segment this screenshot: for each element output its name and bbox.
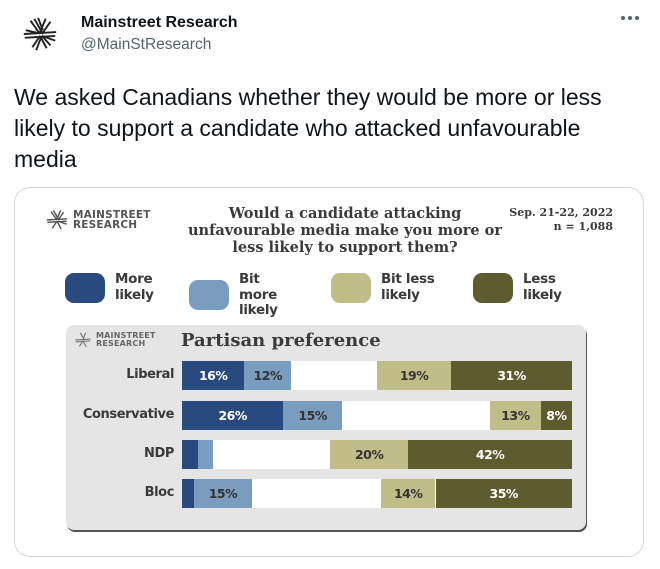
legend-swatch xyxy=(189,280,229,311)
author-name[interactable]: Mainstreet Research xyxy=(81,14,238,31)
chart-date-block: Sep. 21-22, 2022 n = 1,088 xyxy=(509,206,613,234)
legend-item-more-likely: More likely xyxy=(65,271,165,303)
mainstreet-logo-icon xyxy=(75,332,91,348)
avatar[interactable] xyxy=(16,10,64,58)
mainstreet-logo-icon xyxy=(46,210,68,230)
more-options-icon[interactable] xyxy=(621,16,639,20)
seg-more-likely xyxy=(182,440,198,469)
bar-row-bloc: 15% 35% 14% xyxy=(182,479,572,508)
seg-bit-more-likely: 15% xyxy=(193,479,253,508)
seg-bit-more-likely xyxy=(197,440,214,469)
legend-label: Bit more likely xyxy=(239,271,278,318)
legend-swatch xyxy=(331,272,371,303)
legend-item-bit-more-likely: Bit more likely xyxy=(189,271,301,319)
legend-label: More likely xyxy=(115,271,154,303)
seg-less-likely: 31% xyxy=(451,361,572,390)
bar-row-liberal: 16% 12% 31% 19% xyxy=(182,361,572,390)
seg-bit-less-likely: 20% xyxy=(330,440,409,469)
brand-line-2: RESEARCH xyxy=(73,219,138,231)
panel-title: Partisan preference xyxy=(181,330,381,351)
legend-label: Bit less likely xyxy=(381,271,435,303)
seg-more-likely xyxy=(182,479,194,508)
legend-item-less-likely: Less likely xyxy=(473,271,568,303)
legend-label: Less likely xyxy=(523,271,562,303)
category-label: NDP xyxy=(144,446,174,461)
seg-less-likely: 8% xyxy=(540,401,572,430)
legend-swatch xyxy=(65,272,105,303)
chart-title: Would a candidate attacking unfavourable… xyxy=(188,205,502,256)
legend-swatch xyxy=(473,272,513,303)
mainstreet-logo-icon xyxy=(23,17,57,51)
category-label: Liberal xyxy=(126,367,174,382)
author-handle[interactable]: @MainStResearch xyxy=(81,36,212,53)
brand-line-1: MAINSTREET xyxy=(96,331,156,340)
legend-item-bit-less-likely: Bit less likely xyxy=(331,271,439,303)
panel-brand-logo: MAINSTREET RESEARCH xyxy=(74,331,156,349)
sample-size: n = 1,088 xyxy=(553,220,613,233)
seg-bit-less-likely: 14% xyxy=(380,479,436,508)
tweet-text: We asked Canadians whether they would be… xyxy=(14,84,602,172)
seg-bit-more-likely: 12% xyxy=(244,361,292,390)
brand-line-1: MAINSTREET xyxy=(73,208,151,221)
tweet-image[interactable]: MAINSTREET RESEARCH Would a candidate at… xyxy=(14,187,644,557)
seg-more-likely: 26% xyxy=(182,401,284,430)
seg-less-likely: 42% xyxy=(408,440,572,469)
brand-logo: MAINSTREET RESEARCH xyxy=(45,208,151,232)
seg-less-likely: 35% xyxy=(435,479,572,508)
seg-more-likely: 16% xyxy=(182,361,245,390)
seg-bit-less-likely: 13% xyxy=(490,401,541,430)
brand-line-2: RESEARCH xyxy=(96,339,146,348)
survey-date: Sep. 21-22, 2022 xyxy=(509,206,613,219)
seg-bit-more-likely: 15% xyxy=(283,401,342,430)
seg-bit-less-likely: 19% xyxy=(377,361,452,390)
bar-row-conservative: 26% 15% 8% 13% xyxy=(182,401,572,430)
category-label: Bloc xyxy=(144,485,175,500)
bar-row-ndp: 42% 20% xyxy=(182,440,572,469)
chart-panel: MAINSTREET RESEARCH Partisan preference … xyxy=(66,325,586,530)
category-label: Conservative xyxy=(82,407,175,422)
